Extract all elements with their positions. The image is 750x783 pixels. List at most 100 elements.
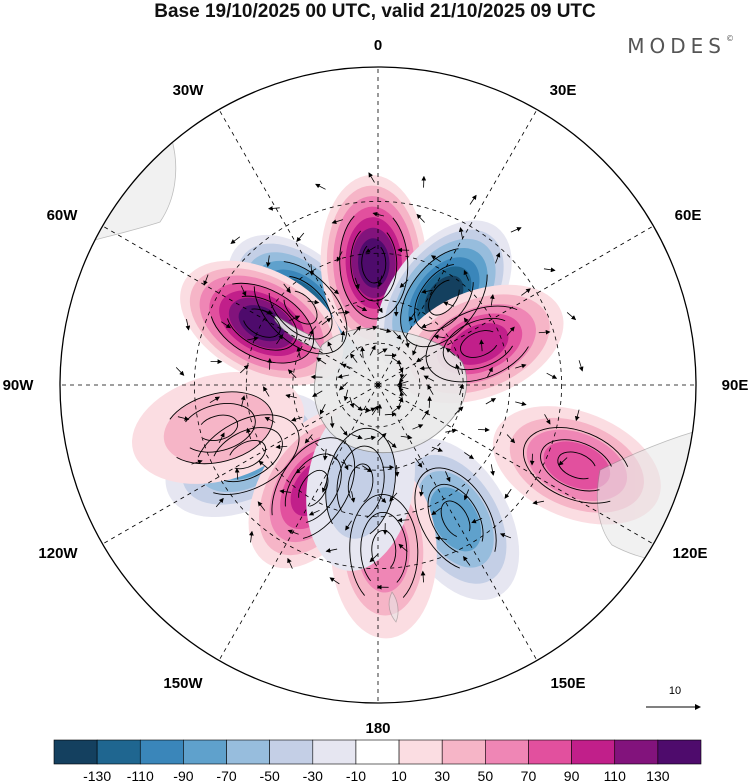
wind-arrow	[377, 494, 387, 503]
wind-arrow	[296, 232, 305, 243]
wind-arrow	[349, 396, 355, 409]
wind-arrow	[538, 329, 551, 335]
streamline-8-0	[440, 500, 471, 539]
streamline-3-1	[442, 317, 517, 371]
wind-arrow	[379, 328, 392, 334]
colorbar-swatch	[312, 739, 357, 765]
colorbar-swatch	[614, 739, 659, 765]
colorbar-tick-label: -30	[303, 768, 323, 783]
colorbar-swatch	[96, 739, 141, 765]
wind-arrow	[421, 409, 429, 420]
anomaly-contour-7-1	[163, 392, 273, 464]
wind-arrow	[354, 277, 360, 290]
streamline-1-1	[350, 224, 398, 302]
colorbar-tick-label: 30	[434, 768, 450, 783]
wind-arrow	[287, 369, 297, 379]
streamline-2-1	[414, 263, 474, 332]
meridian-line	[377, 109, 538, 386]
wind-arrow	[289, 315, 301, 322]
wind-arrow	[268, 206, 280, 211]
wind-arrow	[419, 365, 432, 371]
longitude-labels: 0 30E 60E 90E 120E 150E 180 150W 120W 90…	[3, 37, 749, 737]
streamline-4-0	[242, 308, 281, 338]
wind-arrow	[377, 348, 388, 355]
wind-streamlines	[162, 172, 631, 607]
wind-arrow	[510, 227, 522, 233]
wind-arrow	[249, 530, 254, 543]
wind-arrow	[265, 255, 271, 268]
wind-arrow	[458, 226, 464, 239]
streamline-8-1	[427, 484, 484, 555]
latitude-circle	[194, 201, 562, 569]
colorbar-tick-label: 10	[391, 768, 407, 783]
streamline-2-2	[400, 247, 488, 348]
wind-arrow	[350, 491, 356, 503]
colorbar-tick-label: -90	[173, 768, 193, 783]
wind-arrow	[308, 329, 314, 341]
lon-label-0: 0	[374, 37, 382, 54]
wind-arrow	[430, 255, 441, 263]
wind-arrow	[287, 557, 293, 569]
streamline-0-0	[283, 290, 318, 325]
wind-arrow	[353, 325, 362, 335]
wind-arrow	[285, 393, 297, 399]
wind-arrow	[351, 434, 363, 440]
colorbar-swatch	[528, 739, 572, 765]
wind-arrow	[218, 432, 225, 444]
wind-arrow	[421, 289, 433, 294]
colorbar-swatch	[183, 739, 227, 765]
colorbar-tick-label: 50	[478, 768, 494, 783]
wind-arrow	[416, 354, 426, 363]
streamline-11-2	[325, 427, 396, 540]
lon-label-30e: 30E	[550, 82, 577, 99]
vector-reference: 10	[646, 685, 701, 710]
streamline-1-0	[361, 242, 387, 284]
colorbar-swatch	[571, 739, 616, 765]
south-america-land	[60, 139, 177, 251]
wind-arrow	[408, 311, 416, 322]
wind-arrow	[463, 555, 471, 566]
wind-arrow	[506, 326, 515, 336]
wind-arrow	[391, 357, 402, 365]
brand-name: MODES	[627, 34, 726, 58]
wind-arrow	[185, 318, 191, 331]
brand-mark: ©	[726, 34, 734, 43]
wind-arrow	[338, 382, 348, 391]
lon-label-90w: 90W	[3, 377, 35, 394]
wind-arrow	[340, 330, 346, 343]
wind-arrow	[421, 322, 433, 328]
wind-arrow	[445, 471, 451, 483]
wind-arrow	[443, 301, 455, 307]
lon-label-150w: 150W	[163, 675, 203, 692]
antarctica-land	[313, 327, 468, 454]
meridian-line	[377, 384, 654, 545]
wind-arrow	[203, 274, 209, 286]
wind-arrow	[239, 364, 249, 374]
wind-arrow	[377, 432, 387, 442]
wind-arrow	[486, 366, 493, 378]
wind-arrow	[469, 194, 477, 205]
lon-label-60w: 60W	[47, 207, 79, 224]
wind-arrow	[495, 252, 501, 264]
wind-arrow	[321, 481, 327, 493]
wind-arrow	[341, 363, 353, 369]
colorbar-tick-label: 90	[564, 768, 580, 783]
meridian-line	[218, 109, 379, 386]
south-pole-marker	[376, 383, 380, 387]
streamline-5-1	[211, 427, 283, 483]
wind-arrow	[397, 380, 409, 386]
lon-label-30w: 30W	[173, 82, 205, 99]
wind-arrow	[416, 213, 425, 223]
wind-arrow	[322, 448, 328, 461]
wind-arrow	[504, 488, 512, 499]
wind-arrow	[337, 374, 350, 379]
wind-arrow	[329, 416, 335, 429]
wind-arrow	[257, 501, 266, 511]
wind-arrow	[397, 361, 404, 373]
wind-arrow	[304, 434, 313, 444]
wind-arrow	[479, 339, 484, 352]
lon-label-90e: 90E	[722, 377, 749, 394]
wind-arrow	[391, 405, 402, 413]
wind-arrow	[365, 246, 376, 253]
wind-arrow	[321, 317, 332, 326]
